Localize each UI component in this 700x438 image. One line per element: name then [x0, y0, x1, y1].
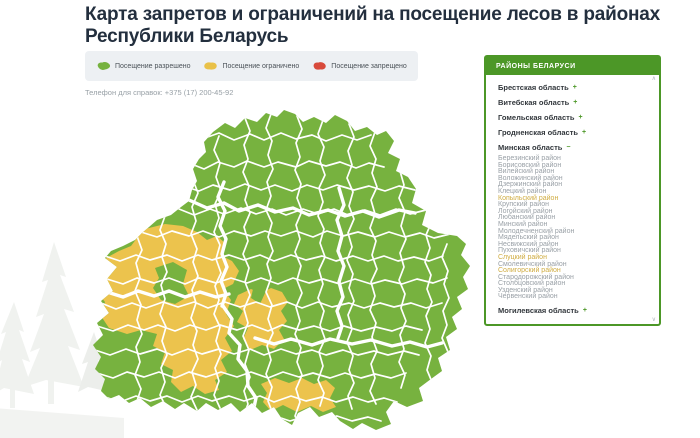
district-item: Воложинский район — [498, 174, 563, 182]
district-item: Стародорожский район — [498, 273, 574, 281]
oblast-item-gomel[interactable]: Гомельская область + — [498, 110, 647, 125]
map-region-allowed-notch[interactable] — [251, 289, 266, 304]
oblast-label: Брестская область — [498, 83, 569, 92]
page-title: Карта запретов и ограничений на посещени… — [85, 4, 685, 48]
expand-toggle-icon[interactable]: + — [582, 129, 587, 136]
district-item: Минский район — [498, 220, 548, 228]
expand-toggle-icon[interactable]: + — [582, 307, 587, 315]
district-item: Слуцкий район — [498, 253, 547, 261]
district-item: Мядельский район — [498, 234, 559, 242]
district-item: Столбцовский район — [498, 280, 566, 288]
scroll-up-icon[interactable]: ∧ — [651, 76, 656, 82]
region-forbidden-blob-icon — [313, 62, 327, 70]
district-item: Березинский район — [498, 155, 561, 162]
oblast-item-vitebsk[interactable]: Витебская область + — [498, 95, 647, 110]
regions-panel-title: РАЙОНЫ БЕЛАРУСИ — [486, 57, 659, 75]
oblast-item-grodno[interactable]: Гродненская область + — [498, 125, 647, 140]
district-item: Логойский район — [498, 207, 553, 215]
region-limited-blob-icon — [204, 62, 218, 70]
district-item: Молодечненский район — [498, 227, 575, 235]
forest-watermark-image — [0, 242, 124, 438]
legend-item-allowed: Посещение разрешено — [96, 61, 190, 71]
district-item: Пуховичский район — [498, 247, 561, 255]
oblast-label: Гродненская область — [498, 128, 578, 137]
oblast-item-mogilev[interactable]: Могилевская область + — [498, 303, 647, 318]
oblast-label: Витебская область — [498, 98, 570, 107]
page-title-line2: Республики Беларусь — [85, 26, 289, 47]
regions-panel: РАЙОНЫ БЕЛАРУСИ ∧ Брестская область + Ви… — [484, 55, 661, 327]
district-item: Солигорский район — [498, 267, 561, 275]
district-item: Борисовский район — [498, 161, 562, 169]
oblast-item-minsk[interactable]: Минская область − — [498, 140, 647, 155]
page-title-line1: Карта запретов и ограничений на посещени… — [85, 4, 660, 25]
district-item: Червенский район — [498, 293, 558, 301]
district-item: Любанский район — [498, 214, 556, 222]
collapse-toggle-icon[interactable]: − — [566, 144, 571, 151]
expand-toggle-icon[interactable]: + — [573, 99, 578, 106]
map-oblast-borders — [105, 180, 444, 425]
district-item: Узденский район — [498, 286, 553, 294]
region-allowed-blob-icon — [97, 62, 111, 70]
legend: Посещение разрешено Посещение ограничено… — [85, 51, 418, 81]
district-item: Крупский район — [498, 201, 549, 209]
district-item: Копыльский район — [498, 194, 559, 202]
oblast-label: Гомельская область — [498, 113, 575, 122]
district-item: Несвижский район — [498, 240, 559, 248]
map-region-limited-center[interactable] — [234, 288, 288, 350]
legend-label-allowed: Посещение разрешено — [115, 62, 191, 70]
oblast-label: Минская область — [498, 143, 563, 152]
district-item: Смолевичский район — [498, 260, 567, 268]
oblast-label: Могилевская область — [498, 306, 579, 316]
district-item: Дзержинский район — [498, 181, 563, 189]
oblast-item-brest[interactable]: Брестская область + — [498, 80, 647, 95]
regions-panel-body: ∧ Брестская область + Витебская область … — [486, 75, 659, 324]
legend-item-forbidden: Посещение запрещено — [312, 61, 407, 71]
legend-item-limited: Посещение ограничено — [203, 61, 299, 71]
belarus-map[interactable] — [85, 108, 475, 438]
scroll-down-icon[interactable]: ∨ — [651, 317, 656, 324]
district-item: Клецкий район — [498, 187, 547, 195]
expand-toggle-icon[interactable]: + — [572, 84, 577, 91]
expand-toggle-icon[interactable]: + — [578, 114, 583, 121]
minsk-districts-list: Березинский район Борисовский район Виле… — [498, 155, 647, 303]
district-item: Вилейский район — [498, 168, 555, 176]
phone-note: Телефон для справок: +375 (17) 200-45-92 — [85, 88, 234, 97]
legend-label-forbidden: Посещение запрещено — [331, 62, 407, 70]
map-region-limited-west[interactable] — [97, 224, 239, 394]
legend-label-limited: Посещение ограничено — [222, 62, 300, 70]
